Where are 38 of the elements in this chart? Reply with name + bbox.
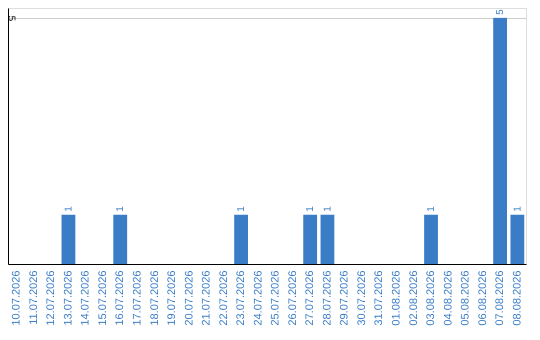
x-tick-label: 17.07.2026 [132, 270, 144, 326]
x-tick-label: 10.07.2026 [10, 270, 23, 326]
x-tick-label: 26.07.2026 [286, 270, 299, 326]
data-label: 1 [305, 206, 316, 212]
x-tick-label: 22.07.2026 [218, 270, 230, 326]
x-tick-label: 11.07.2026 [28, 270, 40, 325]
x-tick-label: 24.07.2026 [252, 270, 264, 326]
x-tick-label: 28.07.2026 [321, 270, 334, 326]
x-tick-label: 30.07.2026 [356, 270, 368, 326]
data-label: 5 [495, 8, 506, 15]
x-tick-label: 31.07.2026 [373, 270, 386, 326]
data-label: 1 [322, 206, 334, 212]
data-label: 1 [63, 206, 74, 212]
x-tick-label: 23.07.2026 [235, 270, 248, 326]
x-tick-label: 16.07.2026 [114, 270, 126, 326]
x-tick-label: 14.07.2026 [80, 270, 92, 326]
x-tick-label: 13.07.2026 [62, 270, 74, 326]
x-tick-label: 02.08.2026 [408, 270, 420, 326]
x-tick-label: 03.08.2026 [425, 270, 438, 326]
data-label: 1 [426, 206, 438, 212]
data-label: 1 [236, 206, 248, 212]
x-tick-label: 05.08.2026 [460, 270, 472, 326]
x-tick-label: 08.08.2026 [511, 270, 524, 326]
data-label: 1 [512, 206, 524, 212]
x-tick-label: 07.08.2026 [494, 270, 506, 326]
x-tick-label: 18.07.2026 [148, 270, 161, 326]
x-tick-label: 25.07.2026 [270, 270, 282, 326]
x-tick-label: 19.07.2026 [166, 270, 178, 326]
x-tick-label: 21.07.2026 [200, 270, 213, 326]
x-tick-label: 29.07.2026 [338, 270, 351, 326]
x-tick-label: 20.07.2026 [183, 270, 196, 326]
x-tick-label: 15.07.2026 [96, 270, 109, 326]
data-label: 1 [115, 206, 126, 212]
x-tick-label: 06.08.2026 [476, 270, 489, 326]
x-tick-label: 01.08.2026 [390, 270, 402, 326]
x-tick-label: 04.08.2026 [442, 270, 454, 326]
x-tick-label: 27.07.2026 [304, 270, 316, 326]
x-tick-label: 12.07.2026 [45, 270, 58, 326]
